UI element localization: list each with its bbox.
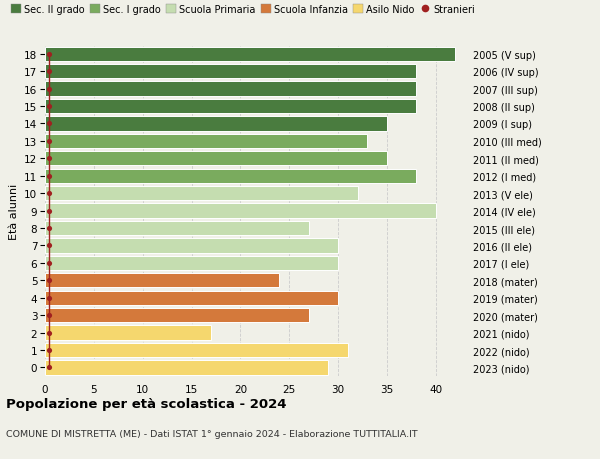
Point — [44, 155, 54, 162]
Point — [44, 207, 54, 215]
Point — [44, 364, 54, 371]
Point — [44, 312, 54, 319]
Point — [44, 103, 54, 111]
Point — [44, 68, 54, 76]
Point — [44, 51, 54, 58]
Text: COMUNE DI MISTRETTA (ME) - Dati ISTAT 1° gennaio 2024 - Elaborazione TUTTITALIA.: COMUNE DI MISTRETTA (ME) - Dati ISTAT 1°… — [6, 429, 418, 438]
Point — [44, 260, 54, 267]
Point — [44, 86, 54, 93]
Bar — [45, 326, 211, 340]
Bar — [45, 47, 455, 62]
Bar — [45, 204, 436, 218]
Bar — [45, 221, 309, 235]
Bar — [45, 291, 338, 305]
Point — [44, 225, 54, 232]
Point — [44, 121, 54, 128]
Point — [44, 173, 54, 180]
Bar — [45, 134, 367, 149]
Legend: Sec. II grado, Sec. I grado, Scuola Primaria, Scuola Infanzia, Asilo Nido, Stran: Sec. II grado, Sec. I grado, Scuola Prim… — [11, 5, 475, 15]
Point — [44, 329, 54, 336]
Point — [44, 294, 54, 302]
Point — [44, 242, 54, 250]
Bar — [45, 152, 387, 166]
Bar — [45, 274, 280, 288]
Bar — [45, 239, 338, 253]
Bar — [45, 308, 309, 323]
Text: Popolazione per età scolastica - 2024: Popolazione per età scolastica - 2024 — [6, 397, 287, 410]
Bar — [45, 256, 338, 270]
Point — [44, 190, 54, 197]
Bar — [45, 361, 328, 375]
Bar — [45, 100, 416, 114]
Y-axis label: Età alunni: Età alunni — [8, 183, 19, 239]
Point — [44, 138, 54, 145]
Bar — [45, 65, 416, 79]
Bar — [45, 117, 387, 131]
Bar — [45, 187, 358, 201]
Point — [44, 347, 54, 354]
Bar — [45, 82, 416, 96]
Point — [44, 277, 54, 285]
Bar — [45, 343, 348, 358]
Bar — [45, 169, 416, 184]
